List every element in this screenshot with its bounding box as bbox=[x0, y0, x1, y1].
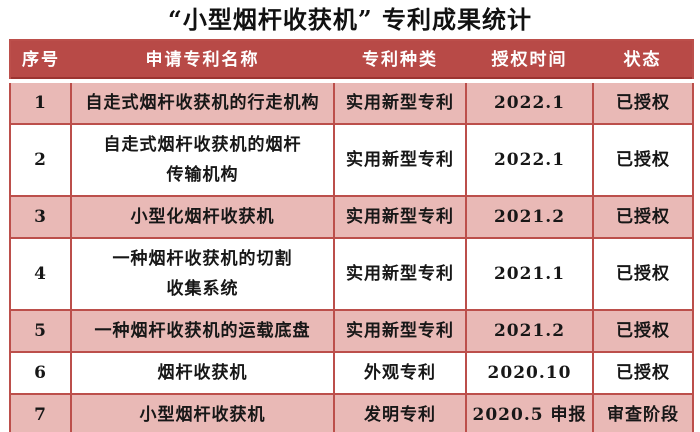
cell-index: 3 bbox=[9, 195, 72, 239]
cell-index: 5 bbox=[9, 309, 72, 353]
cell-status: 已授权 bbox=[592, 309, 694, 353]
cell-name: 一种烟杆收获机的切割 收集系统 bbox=[70, 237, 335, 311]
cell-time: 2022.1 bbox=[465, 123, 594, 197]
cell-status: 审查阶段 bbox=[592, 393, 694, 432]
cell-index: 6 bbox=[9, 351, 72, 395]
cell-time: 2021.1 bbox=[465, 237, 594, 311]
cell-name: 小型烟杆收获机 bbox=[70, 393, 335, 432]
cell-type: 发明专利 bbox=[333, 393, 467, 432]
cell-type: 实用新型专利 bbox=[333, 195, 467, 239]
cell-name: 一种烟杆收获机的运载底盘 bbox=[70, 309, 335, 353]
cell-type: 外观专利 bbox=[333, 351, 467, 395]
table-row: 6 烟杆收获机 外观专利 2020.10 已授权 bbox=[9, 351, 694, 395]
cell-time: 2021.2 bbox=[465, 195, 594, 239]
page-title: “小型烟杆收获机” 专利成果统计 bbox=[168, 5, 532, 34]
col-header-type: 专利种类 bbox=[334, 40, 466, 83]
col-header-index: 序号 bbox=[10, 40, 71, 83]
col-header-name: 申请专利名称 bbox=[71, 40, 334, 83]
cell-index: 2 bbox=[9, 123, 72, 197]
cell-type: 实用新型专利 bbox=[333, 309, 467, 353]
cell-status: 已授权 bbox=[592, 351, 694, 395]
cell-index: 1 bbox=[9, 80, 72, 125]
cell-index: 4 bbox=[9, 237, 72, 311]
cell-time: 2020.5 申报 bbox=[465, 393, 594, 432]
cell-status: 已授权 bbox=[592, 195, 694, 239]
cell-index: 7 bbox=[9, 393, 72, 432]
table-row: 1 自走式烟杆收获机的行走机构 实用新型专利 2022.1 已授权 bbox=[9, 80, 694, 125]
cell-name: 自走式烟杆收获机的行走机构 bbox=[70, 80, 335, 125]
cell-time: 2022.1 bbox=[465, 80, 594, 125]
cell-type: 实用新型专利 bbox=[333, 123, 467, 197]
table-header-row: 序号 申请专利名称 专利种类 授权时间 状态 bbox=[10, 40, 693, 83]
cell-status: 已授权 bbox=[592, 123, 694, 197]
table-row: 4 一种烟杆收获机的切割 收集系统 实用新型专利 2021.1 已授权 bbox=[9, 237, 694, 311]
cell-name: 自走式烟杆收获机的烟杆 传输机构 bbox=[70, 123, 335, 197]
table-row: 2 自走式烟杆收获机的烟杆 传输机构 实用新型专利 2022.1 已授权 bbox=[9, 123, 694, 197]
patent-table: 序号 申请专利名称 专利种类 授权时间 状态 1 自走式烟杆收获机的行走机构 实… bbox=[9, 39, 694, 432]
table-row: 7 小型烟杆收获机 发明专利 2020.5 申报 审查阶段 bbox=[9, 393, 694, 432]
cell-time: 2021.2 bbox=[465, 309, 594, 353]
cell-name: 小型化烟杆收获机 bbox=[70, 195, 335, 239]
cell-type: 实用新型专利 bbox=[333, 237, 467, 311]
cell-status: 已授权 bbox=[592, 237, 694, 311]
col-header-time: 授权时间 bbox=[466, 40, 593, 83]
cell-status: 已授权 bbox=[592, 80, 694, 125]
cell-name: 烟杆收获机 bbox=[70, 351, 335, 395]
table-row: 5 一种烟杆收获机的运载底盘 实用新型专利 2021.2 已授权 bbox=[9, 309, 694, 353]
cell-type: 实用新型专利 bbox=[333, 80, 467, 125]
cell-time: 2020.10 bbox=[465, 351, 594, 395]
table-row: 3 小型化烟杆收获机 实用新型专利 2021.2 已授权 bbox=[9, 195, 694, 239]
col-header-status: 状态 bbox=[593, 40, 693, 83]
